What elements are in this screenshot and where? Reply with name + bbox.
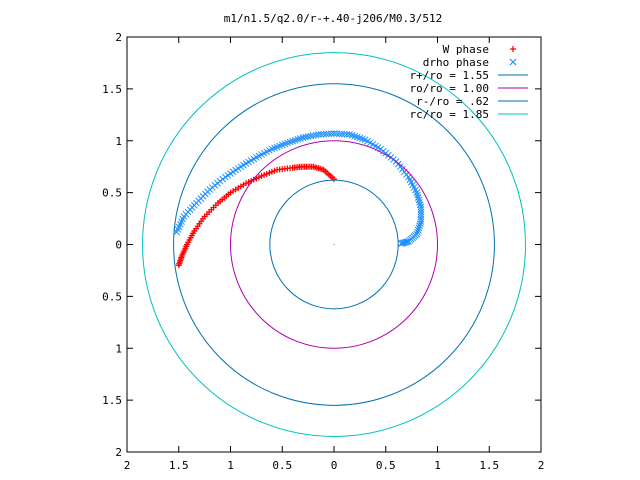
data-point <box>330 130 338 137</box>
data-point <box>417 211 425 218</box>
x-tick-label: 1.5 <box>169 459 189 472</box>
data-point <box>304 133 312 140</box>
x-tick-label: 1.5 <box>479 459 499 472</box>
data-point <box>312 131 320 139</box>
data-point <box>416 201 424 209</box>
y-tick-label: 1.5 <box>102 394 122 407</box>
legend-label: drho phase <box>423 56 489 69</box>
data-point <box>307 132 315 140</box>
circle-5 <box>142 52 526 437</box>
data-point <box>402 238 410 246</box>
x-tick-label: 0.5 <box>272 459 292 472</box>
data-point <box>417 213 425 221</box>
chart-title: m1/n1.5/q2.0/r-+.40-j206/M0.3/512 <box>224 12 443 25</box>
data-point <box>414 191 421 199</box>
data-point <box>315 131 322 138</box>
legend-label: r-/ro = .62 <box>416 95 489 108</box>
circle-4 <box>269 179 399 310</box>
w-phase-points <box>175 163 337 269</box>
y-tick-label: 1.5 <box>102 83 122 96</box>
y-tick-label: 0 <box>115 239 122 252</box>
data-point <box>417 215 425 223</box>
data-point <box>340 130 348 138</box>
data-point <box>320 130 328 138</box>
data-point <box>343 130 351 138</box>
legend-label: ro/ro = 1.00 <box>410 82 489 95</box>
y-tick-label: 2 <box>115 446 122 459</box>
x-tick-label: 2 <box>538 459 545 472</box>
data-point <box>335 130 343 138</box>
legend-label: rc/ro = 1.85 <box>410 108 489 121</box>
x-tick-label: 1 <box>227 459 234 472</box>
data-point <box>417 218 425 226</box>
data-layer <box>142 52 526 437</box>
data-point <box>302 133 309 141</box>
drho-phase-points <box>173 130 425 247</box>
origin-dot <box>333 244 335 245</box>
x-tick-label: 0 <box>331 459 338 472</box>
data-point <box>417 208 425 216</box>
data-point <box>322 130 330 138</box>
y-tick-label: 2 <box>115 31 122 44</box>
data-point <box>417 203 425 211</box>
y-tick-label: 0.5 <box>102 290 122 303</box>
data-point <box>328 130 335 138</box>
y-tick-label: 1 <box>115 342 122 355</box>
legend-marker <box>509 58 517 66</box>
legend-label: r+/ro = 1.55 <box>410 69 489 82</box>
y-tick-label: 0.5 <box>102 187 122 200</box>
data-point <box>415 224 423 232</box>
data-point <box>325 130 333 138</box>
data-point <box>416 222 423 230</box>
data-point <box>414 226 422 234</box>
circle-2 <box>173 83 495 406</box>
data-point <box>338 130 346 138</box>
data-point <box>416 198 423 206</box>
data-point <box>414 194 422 201</box>
data-point <box>413 230 421 238</box>
axis-ticks: 2 1.5 1 0.5 0 0.5 1 1.5 221.510.500.511.52 <box>102 31 544 472</box>
data-point <box>333 130 340 138</box>
data-point <box>346 131 353 138</box>
data-point <box>414 228 421 236</box>
data-point <box>175 262 182 269</box>
data-point <box>415 196 423 204</box>
x-tick-label: 1 <box>434 459 441 472</box>
circle-3 <box>230 140 438 349</box>
data-point <box>309 132 317 139</box>
legend-marker <box>510 46 516 52</box>
legend-label: W phase <box>443 43 489 56</box>
x-tick-label: 0.5 <box>376 459 396 472</box>
y-tick-label: 1 <box>115 135 122 148</box>
x-tick-label: 2 <box>124 459 131 472</box>
